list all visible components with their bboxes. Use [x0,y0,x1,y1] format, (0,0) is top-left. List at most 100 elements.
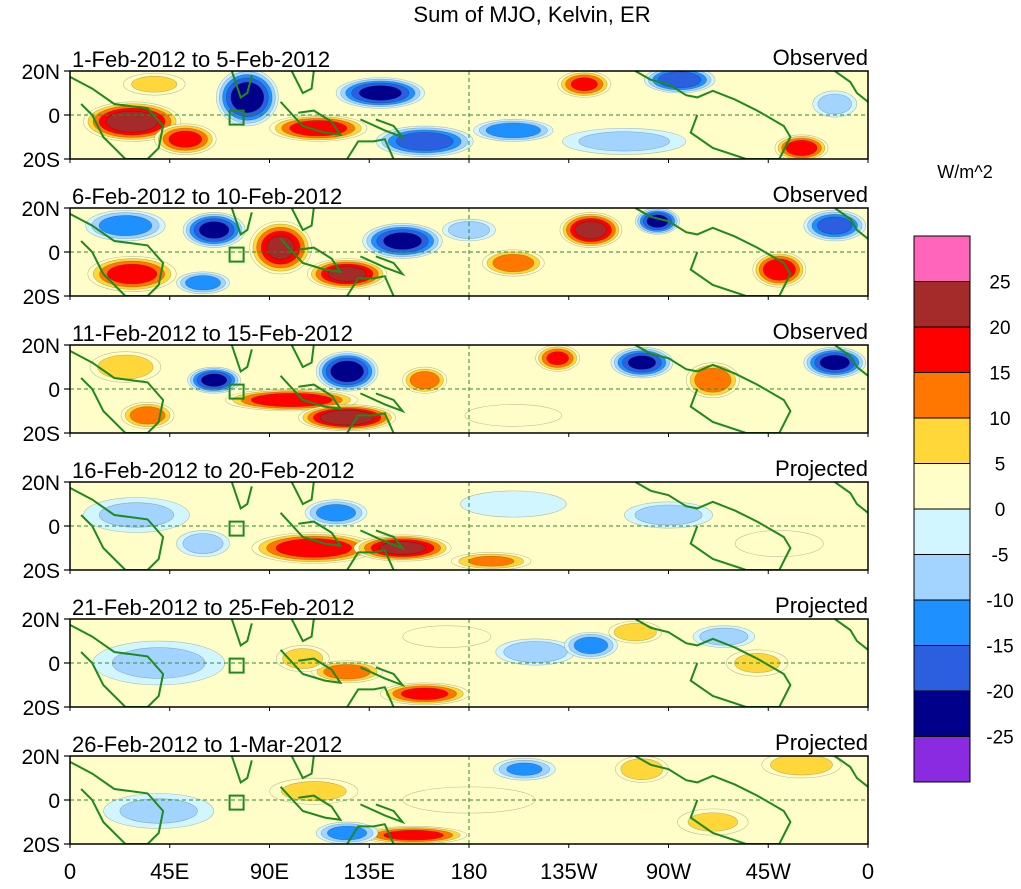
coastline [359,803,406,825]
panel-date-range: 6-Feb-2012 to 10-Feb-2012 [72,184,342,209]
anomaly-contour [323,664,371,680]
colorbar-swatch [913,235,971,282]
coastline [290,619,315,643]
anomaly-contour [409,371,440,390]
colorbar-label: 5 [995,455,1006,476]
anomaly-contour [770,756,833,776]
colorbar-label: 0 [995,500,1006,521]
anomaly-contour [613,623,657,642]
colorbar-swatch [913,554,971,601]
coastline [290,756,315,780]
colorbar-label: -25 [986,728,1013,749]
x-tick-label: 0 [64,859,76,884]
panel-status: Observed [773,319,868,344]
panel-6: 20N 0 20S 26-Feb-2012 to 1-Mar-2012 Projecte… [21,730,869,857]
region-box [228,109,245,126]
anomaly-contour [546,351,569,366]
coastline [346,686,395,707]
colorbar: W/m^2 25 20 15 10 5 0 -5 -10 -15 -20 -25 [913,162,1014,783]
coastline [290,482,315,506]
coastline [279,649,343,685]
panel-status: Observed [773,182,868,207]
anomaly-contour [657,71,702,89]
x-axis: 0 45E 90E 135E 180 135W 90W 45W 0 [64,859,874,884]
anomaly-contour [506,762,543,776]
panel-field [70,482,868,570]
coastline [634,208,792,296]
anomaly-contour [168,130,203,148]
colorbar-label: -5 [992,546,1009,567]
x-tick-label: 135E [344,859,395,884]
y-tick-label: 20S [23,286,60,309]
coastline [346,549,395,570]
panel-status: Projected [775,730,868,755]
y-tick-label: 20N [21,609,60,632]
panel-date-range: 21-Feb-2012 to 25-Feb-2012 [72,595,355,620]
anomaly-contour [817,216,853,235]
anomaly-contour [129,406,166,425]
anomaly-contour [383,232,422,250]
coastline [359,666,406,688]
coastline [230,345,253,373]
coastline [834,619,868,651]
coastline [230,71,253,99]
x-tick-label: 45E [150,859,189,884]
colorbar-label: 15 [989,364,1010,385]
panel-1: 20N 0 20S 1-Feb-2012 to 5-Feb-2012 Observed [21,45,869,172]
coastline [230,619,253,647]
coastline [70,486,165,570]
anomaly-contour [817,93,852,115]
coastline [70,623,165,707]
anomaly-contour [97,354,154,380]
anomaly-contour [570,77,598,92]
panel-field [70,619,868,707]
coastline [70,75,165,159]
coastline [634,345,792,433]
coastline [834,71,868,103]
colorbar-label: 25 [989,273,1010,294]
y-tick-label: 20S [23,423,60,446]
x-tick-label: 180 [451,859,488,884]
panel-field [70,208,868,296]
anomaly-contour [694,367,732,393]
y-tick-label: 20N [21,472,60,495]
anomaly-contour [119,798,198,824]
anomaly-contour [105,110,159,133]
anomaly-contour [275,538,352,558]
anomaly-contour [402,625,492,648]
y-tick-label: 0 [48,516,60,539]
colorbar-swatch [913,326,971,373]
coastline [834,208,868,240]
coastline [834,756,868,788]
colorbar-swatch [913,372,971,419]
anomaly-contour [106,263,158,285]
anomaly-contour [460,490,567,518]
anomaly-contour [327,266,367,282]
y-tick-label: 20S [23,149,60,172]
colorbar-swatch [913,645,971,692]
colorbar-label: -10 [986,591,1013,612]
region-box [228,794,245,811]
anomaly-contour [319,409,375,426]
coastline [634,756,792,844]
chart-title: Sum of MJO, Kelvin, ER [413,2,650,27]
colorbar-swatch [913,417,971,464]
panel-field [70,756,868,844]
coastline [634,482,792,570]
coastline [230,756,253,784]
anomaly-contour [687,812,738,832]
coastline [634,619,792,707]
y-tick-label: 20N [21,61,60,84]
anomaly-contour [383,829,444,841]
coastline [279,786,343,822]
colorbar-swatch [913,690,971,737]
colorbar-swatch [913,599,971,646]
coastline [346,412,395,433]
coastline [346,275,395,296]
coastline [230,208,253,236]
x-tick-label: 0 [862,859,874,884]
coastline [279,101,343,137]
x-tick-label: 90W [646,859,691,884]
y-tick-label: 20S [23,560,60,583]
